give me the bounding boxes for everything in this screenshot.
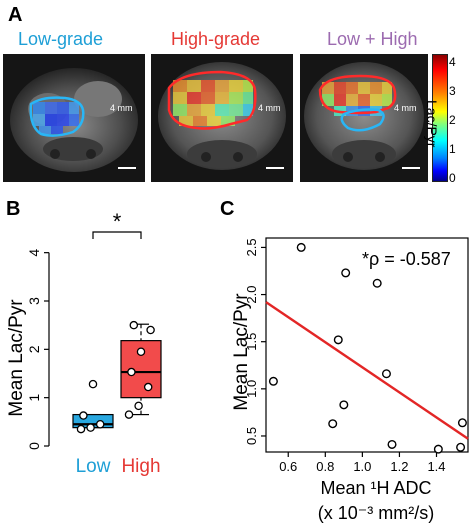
data-point [95, 419, 105, 429]
scatter-point [328, 419, 338, 429]
mri-image-high-grade [151, 54, 293, 182]
correlation-annotation: *ρ = -0.587 [362, 249, 451, 269]
panel-a-letter: A [8, 4, 23, 26]
colorbar-ticks: 4 3 2 1 0 [449, 55, 469, 185]
x-tick-label: 1.0 [353, 459, 371, 474]
high-grade-roi-outline-2 [318, 74, 397, 115]
colorbar-tick: 2 [449, 113, 456, 127]
scatter-frame [265, 237, 469, 453]
scatter-point [387, 439, 397, 449]
data-point [86, 423, 95, 432]
data-point [127, 367, 136, 377]
high-grade-roi-outline [167, 70, 257, 130]
colorbar-tick: 3 [449, 84, 456, 98]
scatter-point [296, 242, 306, 252]
low-high-title: Low + High [327, 29, 418, 49]
data-point [129, 320, 139, 330]
colorbar-tick: 0 [449, 171, 456, 185]
scale-label-3: 4 mm [394, 103, 417, 113]
low-grade-roi-outline [29, 96, 85, 137]
scatter-plot: 0.6 0.8 1.0 1.2 1.4 0.5 1.0 1.5 2.0 2.5 [244, 237, 469, 474]
y-tick-label: 1.0 [244, 380, 259, 398]
colorbar-tick: 4 [449, 55, 456, 69]
scatter-point [372, 278, 382, 288]
category-label: High [121, 456, 160, 477]
scatter-point [457, 418, 467, 428]
data-point [88, 379, 98, 389]
data-point [136, 347, 146, 356]
y-tick-label: 2.5 [244, 238, 259, 256]
x-tick-label: 1.4 [427, 459, 445, 474]
scatter-point [433, 444, 443, 454]
category-label: Low [76, 456, 111, 477]
data-point [134, 401, 143, 411]
box-plot: 0 1 2 3 4 Low High [26, 231, 162, 477]
data-point [143, 382, 153, 392]
scale-label-2: 4 mm [258, 103, 281, 113]
regression-line [265, 301, 469, 440]
boxplot-y-tick-label: 4 [26, 249, 42, 257]
colorbar-tick: 1 [449, 142, 456, 156]
panel-c-letter: C [220, 198, 235, 220]
scatter-y-label: Mean Lac/Pyr [231, 293, 252, 411]
scatter-point [381, 369, 391, 379]
x-tick-label: 1.2 [390, 459, 408, 474]
low-grade-roi-outline-2 [340, 108, 385, 132]
scatter-point [268, 376, 278, 386]
boxplot-y-tick-label: 2 [26, 345, 42, 353]
boxplot-y-tick-label: 0 [26, 442, 42, 450]
boxplot-y-label: Mean Lac/Pyr [6, 299, 27, 417]
data-point [124, 410, 134, 419]
high-grade-title: High-grade [171, 29, 261, 49]
scatter-x-label-line2: (x 10⁻³ mm²/s) [318, 503, 435, 523]
x-tick-label: 0.6 [279, 459, 297, 474]
scatter-point [456, 442, 466, 452]
data-point [79, 411, 88, 420]
y-tick-label: 0.5 [244, 427, 259, 445]
scatter-point [339, 400, 349, 410]
significance-bracket [92, 231, 142, 239]
boxplot-y-tick-label: 1 [26, 394, 42, 402]
panel-b-letter: B [6, 198, 21, 220]
scale-label-1: 4 mm [110, 103, 133, 113]
boxplot-y-tick-label: 3 [26, 297, 42, 305]
colorbar [432, 54, 448, 182]
y-tick-label: 2.0 [244, 286, 259, 304]
mri-image-low-high [300, 54, 428, 182]
scatter-point [333, 335, 343, 345]
low-grade-title: Low-grade [18, 29, 104, 49]
scatter-point [341, 268, 351, 278]
data-point [146, 325, 155, 335]
x-tick-label: 0.8 [316, 459, 334, 474]
y-tick-label: 1.5 [244, 333, 259, 351]
mri-image-low-grade [3, 54, 145, 182]
data-point [76, 424, 86, 434]
significance-star: * [113, 209, 122, 234]
scatter-x-label-line1: Mean ¹H ADC [320, 478, 431, 498]
